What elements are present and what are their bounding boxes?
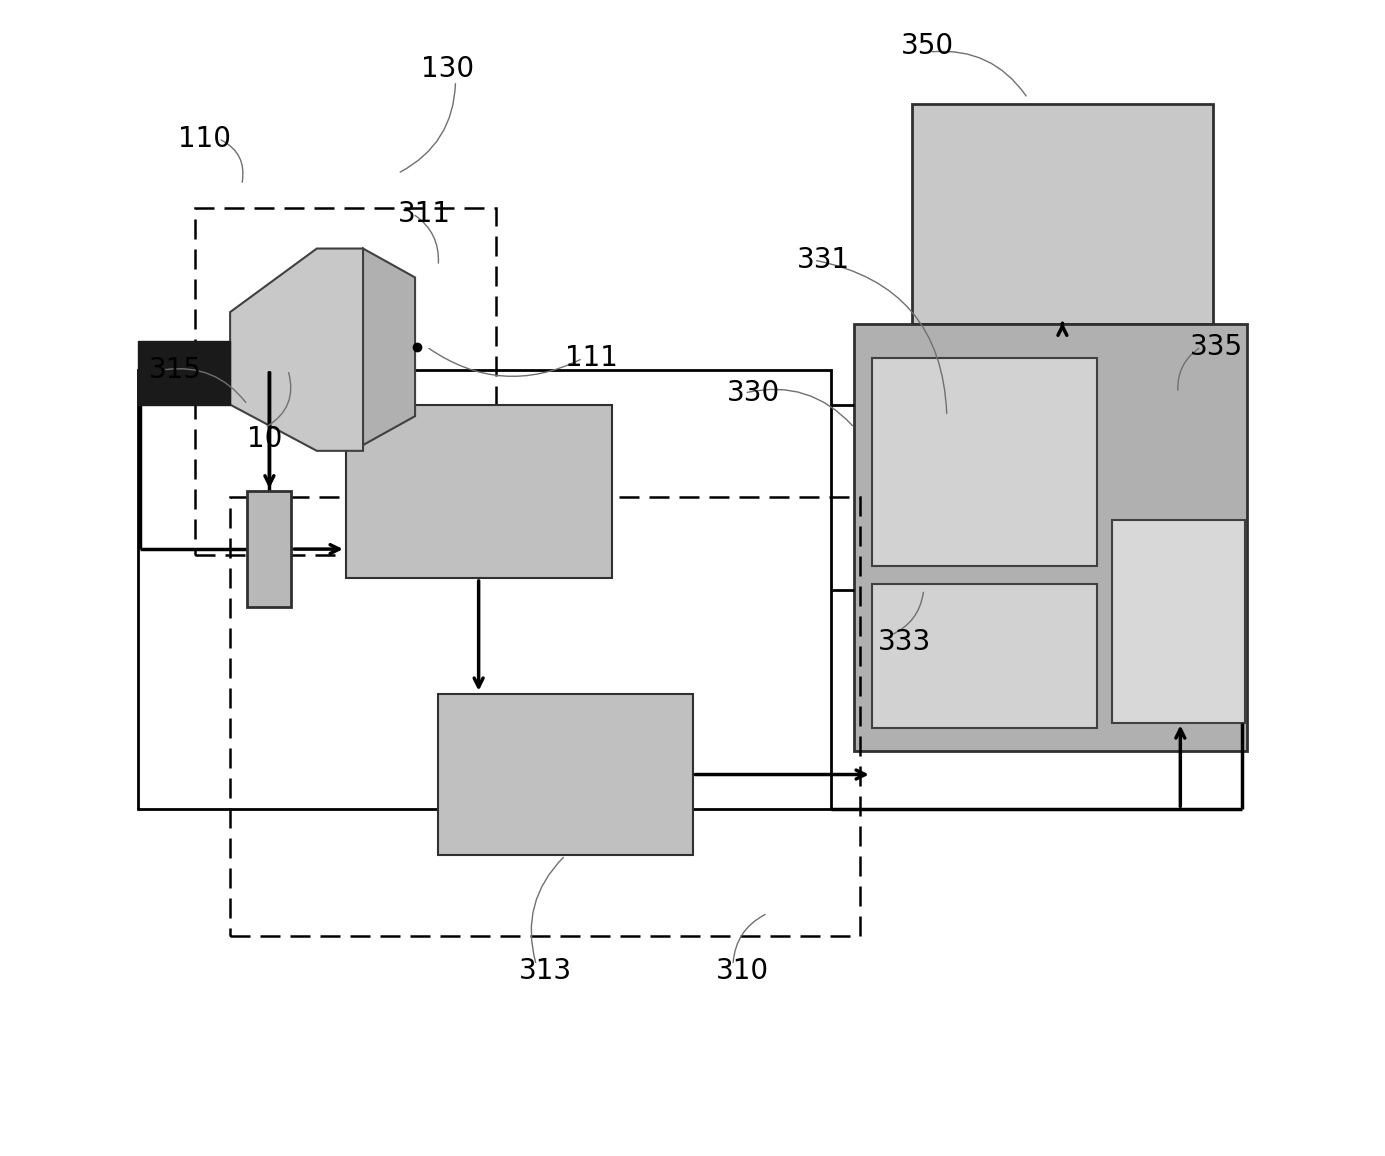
- Bar: [346, 405, 612, 578]
- Text: 335: 335: [1190, 333, 1242, 361]
- Text: 315: 315: [150, 356, 202, 384]
- Bar: [913, 104, 1213, 324]
- Polygon shape: [363, 249, 416, 445]
- Bar: [1112, 520, 1245, 722]
- Text: 110: 110: [179, 125, 231, 153]
- Bar: [137, 341, 230, 405]
- Bar: [855, 324, 1248, 751]
- Text: 350: 350: [900, 32, 954, 60]
- Text: 130: 130: [421, 55, 474, 83]
- Text: 310: 310: [716, 957, 769, 985]
- Bar: [230, 497, 860, 936]
- Text: 333: 333: [878, 628, 931, 655]
- Text: 330: 330: [727, 379, 780, 407]
- Bar: [248, 491, 291, 607]
- Bar: [195, 208, 496, 555]
- Bar: [871, 358, 1097, 566]
- Text: 311: 311: [397, 200, 450, 228]
- Text: 10: 10: [248, 425, 283, 453]
- Bar: [438, 694, 692, 855]
- Text: 313: 313: [519, 957, 572, 985]
- Text: 111: 111: [565, 344, 618, 372]
- Bar: [137, 370, 831, 809]
- Text: 331: 331: [796, 246, 849, 274]
- Polygon shape: [230, 249, 363, 451]
- Bar: [871, 584, 1097, 728]
